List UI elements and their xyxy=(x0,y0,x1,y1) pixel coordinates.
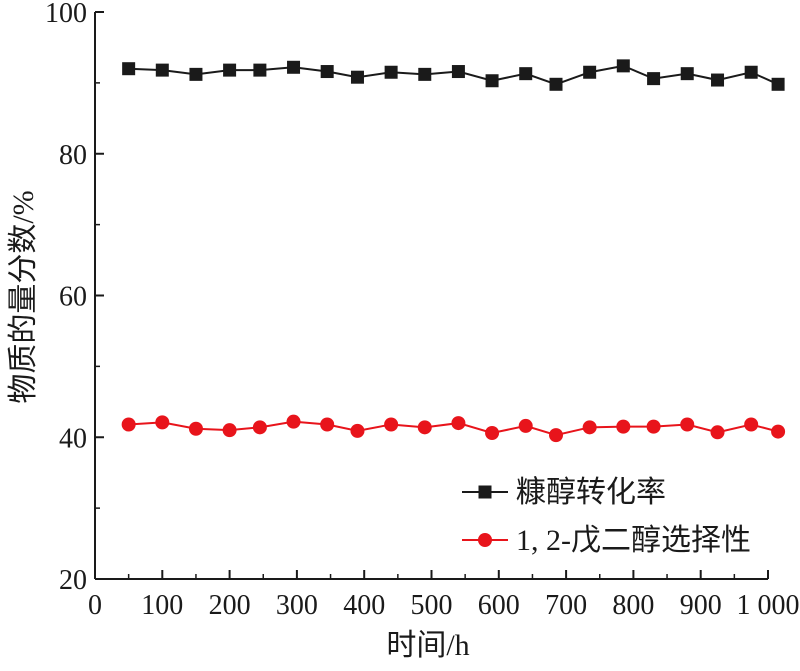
data-point xyxy=(616,59,630,73)
data-point xyxy=(320,417,335,432)
data-point xyxy=(188,421,203,436)
y-tick-label: 20 xyxy=(59,565,87,596)
data-point xyxy=(616,419,631,434)
x-tick-label: 400 xyxy=(343,590,385,621)
data-point xyxy=(286,414,301,429)
legend-item-2: 1, 2-戊二醇选择性 xyxy=(462,524,751,557)
data-point xyxy=(519,67,533,81)
series-layer xyxy=(121,59,786,443)
data-point xyxy=(417,420,432,435)
data-point xyxy=(680,417,695,432)
data-point xyxy=(350,423,365,438)
data-point xyxy=(155,415,170,430)
data-point xyxy=(287,60,301,74)
x-tick-label: 200 xyxy=(209,590,251,621)
data-point xyxy=(549,77,563,91)
data-point xyxy=(711,73,725,87)
data-point xyxy=(518,418,533,433)
x-tick-label: 500 xyxy=(411,590,453,621)
y-axis-title: 物质的量分数/% xyxy=(7,190,40,403)
data-point xyxy=(222,423,237,438)
series-1 xyxy=(122,59,785,91)
data-point xyxy=(252,420,267,435)
data-point xyxy=(451,65,465,79)
data-point xyxy=(582,420,597,435)
x-tick-label: 0 xyxy=(88,590,102,621)
data-point xyxy=(189,67,203,81)
legend-marker xyxy=(478,485,492,499)
data-point xyxy=(485,74,499,88)
x-tick-label: 300 xyxy=(276,590,318,621)
x-tick-label: 600 xyxy=(478,590,520,621)
legend-item-1: 糠醇转化率 xyxy=(462,476,666,509)
data-point xyxy=(253,63,267,77)
data-point xyxy=(680,67,694,81)
x-tick-label: 1 000 xyxy=(737,590,800,621)
data-point xyxy=(646,419,661,434)
y-tick-label: 80 xyxy=(59,140,87,171)
x-tick-label: 100 xyxy=(141,590,183,621)
series-2 xyxy=(121,414,786,443)
data-point xyxy=(771,424,786,439)
data-point xyxy=(418,67,432,81)
x-tick-label: 900 xyxy=(680,590,722,621)
data-point xyxy=(583,65,597,79)
legend-label: 1, 2-戊二醇选择性 xyxy=(516,524,751,557)
data-point xyxy=(710,425,725,440)
y-tick-label: 100 xyxy=(45,0,87,29)
data-point xyxy=(350,70,364,84)
data-point xyxy=(122,62,136,76)
data-point xyxy=(744,417,759,432)
y-tick-label: 40 xyxy=(59,423,87,454)
data-point xyxy=(647,72,661,86)
data-point xyxy=(121,417,136,432)
y-tick-label: 60 xyxy=(59,282,87,313)
axes: 20 40 60 80 100 0 100 200 300 400 500 600 700 800 900 1… xyxy=(45,0,800,621)
data-point xyxy=(223,63,237,77)
x-axis-title: 时间/h xyxy=(386,629,469,662)
data-point xyxy=(155,63,169,77)
data-point xyxy=(320,65,334,79)
legend-label: 糠醇转化率 xyxy=(516,476,666,509)
data-point xyxy=(744,65,758,79)
data-point xyxy=(485,425,500,440)
data-point xyxy=(771,77,785,91)
legend-marker xyxy=(478,533,492,547)
data-point xyxy=(384,65,398,79)
data-point xyxy=(451,416,466,431)
x-tick-label: 800 xyxy=(612,590,654,621)
x-tick-label: 700 xyxy=(545,590,587,621)
data-point xyxy=(549,428,564,443)
legend: 糠醇转化率 1, 2-戊二醇选择性 xyxy=(462,476,751,557)
data-point xyxy=(384,417,399,432)
